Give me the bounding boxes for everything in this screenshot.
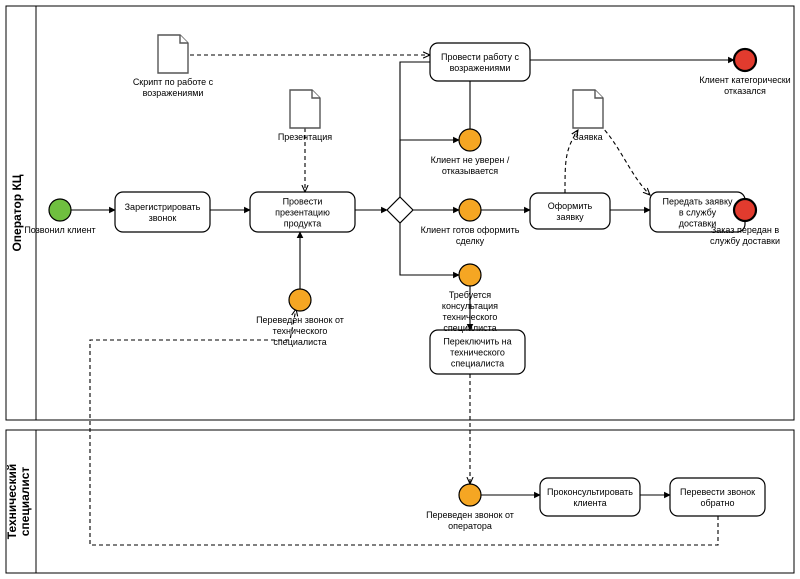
event-inter [459,484,481,506]
lane-label: Оператор КЦ [10,174,24,251]
event-label: Переведен звонок отоператора [426,510,514,531]
document-label: Презентация [278,132,332,142]
gateway [387,197,413,223]
edge-dashed [600,125,650,195]
task-t_object [430,43,530,81]
task-t_reg [115,192,210,232]
task-t_consult [540,478,640,516]
event-label: Требуетсяконсультациятехническогоспециал… [442,290,498,333]
event-inter [459,199,481,221]
event-label: Клиент не уверен /отказывается [431,155,510,176]
event-label: Клиент категорическиотказался [699,75,790,96]
event-end [734,49,756,71]
lane-label: Техническийспециалист [5,464,32,539]
edge [400,62,430,197]
task-t_order [530,193,610,229]
event-label: Заказ передан вслужбу доставки [710,225,780,246]
task-label: Переключить натехническогоспециалиста [443,337,511,369]
event-label: Переведен звонок оттехническогоспециалис… [256,315,344,347]
task-label: Провести работу свозражениями [441,52,520,73]
task-t_back [670,478,765,516]
event-end [734,199,756,221]
event-label: Клиент готов оформитьсделку [421,225,520,246]
event-inter [459,129,481,151]
event-inter [289,289,311,311]
event-start [49,199,71,221]
event-label: Позвонил клиент [24,225,95,235]
event-inter [459,264,481,286]
document-label: Скрипт по работе свозражениями [133,77,214,98]
document-label: Заявка [573,132,602,142]
